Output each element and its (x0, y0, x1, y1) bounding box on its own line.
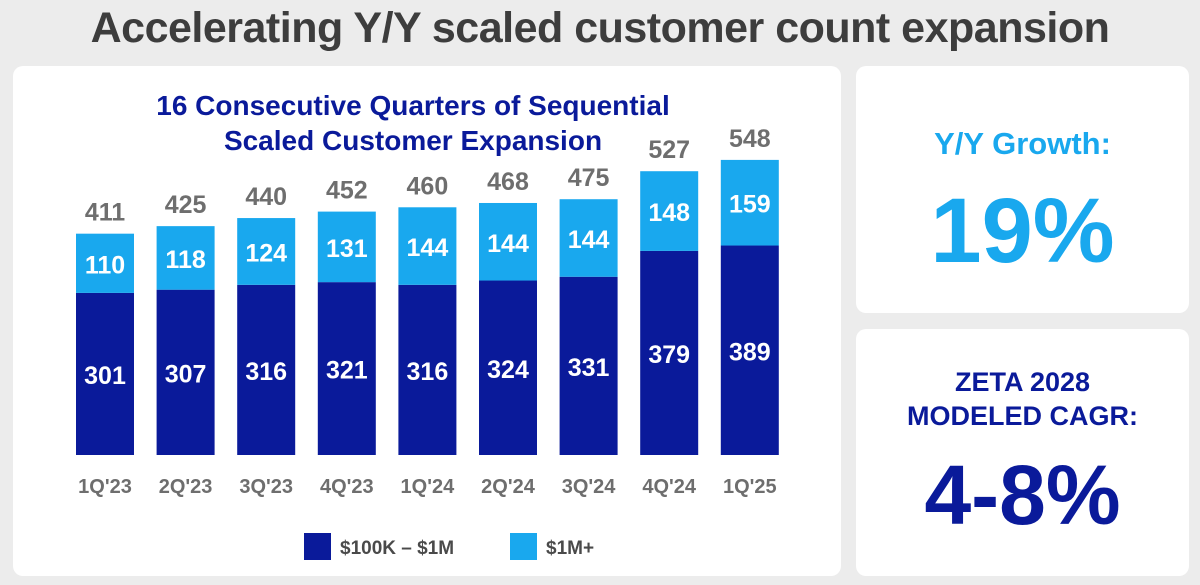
x-tick-label: 1Q'25 (723, 476, 777, 498)
x-tick-label: 3Q'23 (239, 476, 293, 498)
total-label: 411 (85, 199, 125, 227)
cagr-panel: ZETA 2028 MODELED CAGR: 4-8% (856, 329, 1189, 576)
bar-segment-100k-1m (317, 282, 376, 455)
bar-segment-1m-plus (156, 226, 215, 290)
legend-label-100k-1m: $100K – $1M (340, 538, 454, 559)
bar-segment-1m-plus (479, 202, 537, 281)
x-tick-label: 1Q'23 (78, 476, 132, 498)
data-label-100k-1m: 316 (407, 358, 449, 386)
bar-segment-100k-1m (398, 284, 457, 455)
x-tick-label: 4Q'23 (320, 476, 374, 498)
bar-segment-1m-plus (76, 233, 134, 293)
yy-growth-panel: Y/Y Growth: 19% (856, 66, 1189, 313)
data-label-100k-1m: 307 (165, 360, 207, 388)
bar-segment-1m-plus (317, 211, 376, 283)
yy-growth-label: Y/Y Growth: (934, 126, 1111, 161)
chart-title: 16 Consecutive Quarters of Sequential Sc… (13, 88, 813, 158)
data-label-100k-1m: 331 (568, 354, 610, 382)
data-label-1m-plus: 144 (568, 226, 610, 254)
x-tick-label: 2Q'23 (159, 476, 213, 498)
data-label-1m-plus: 110 (85, 251, 125, 279)
data-label-100k-1m: 379 (648, 341, 690, 369)
cagr-label: ZETA 2028 MODELED CAGR: (856, 365, 1189, 433)
data-label-1m-plus: 131 (326, 235, 368, 263)
data-label-1m-plus: 144 (487, 230, 529, 258)
total-label: 425 (165, 191, 207, 219)
data-label-100k-1m: 316 (245, 358, 287, 386)
data-label-100k-1m: 301 (84, 362, 126, 390)
data-label-1m-plus: 144 (407, 234, 449, 262)
bar-segment-1m-plus (398, 207, 457, 285)
bar-segment-100k-1m (479, 280, 537, 455)
page-title: Accelerating Y/Y scaled customer count e… (90, 4, 1110, 52)
bar-segment-1m-plus (237, 218, 296, 285)
x-tick-label: 4Q'24 (642, 476, 697, 498)
total-label: 527 (648, 136, 690, 164)
x-tick-label: 3Q'24 (562, 476, 617, 498)
chart-panel: 16 Consecutive Quarters of Sequential Sc… (13, 66, 841, 576)
data-label-1m-plus: 124 (245, 239, 287, 267)
bar-segment-1m-plus (559, 199, 618, 277)
data-label-100k-1m: 321 (326, 357, 368, 385)
legend-swatch-1m-plus (510, 533, 537, 560)
stacked-bar-chart: 301 110 411 1Q'23 307 118 425 2Q'23 316 124 440 3Q'… (76, 125, 779, 560)
bar-segment-100k-1m (237, 284, 296, 455)
yy-growth-value: 19% (930, 180, 1115, 282)
bar-segment-100k-1m (720, 245, 779, 455)
data-label-100k-1m: 324 (487, 356, 529, 384)
legend-label-1m-plus: $1M+ (546, 538, 594, 559)
bar-segment-1m-plus (640, 171, 699, 251)
total-label: 452 (326, 177, 368, 205)
total-label: 440 (245, 183, 287, 211)
chart-title-line-2: Scaled Customer Expansion (223, 125, 603, 156)
cagr-label-line-2: MODELED CAGR: (907, 401, 1138, 431)
total-label: 468 (487, 168, 529, 196)
data-label-1m-plus: 148 (648, 199, 690, 227)
total-label: 548 (729, 125, 771, 153)
cagr-label-line-1: ZETA 2028 (954, 367, 1091, 397)
cagr-value: 4-8% (924, 448, 1121, 542)
bar-segment-100k-1m (640, 250, 699, 455)
x-tick-label: 1Q'24 (401, 476, 456, 498)
bar-segment-100k-1m (559, 276, 618, 455)
bar-segment-100k-1m (156, 289, 215, 455)
bar-segment-1m-plus (720, 159, 779, 246)
data-label-1m-plus: 118 (165, 246, 205, 274)
x-tick-label: 2Q'24 (481, 476, 536, 498)
bar-segment-100k-1m (76, 292, 134, 455)
legend-swatch-100k-1m (304, 533, 331, 560)
total-label: 460 (407, 172, 449, 200)
data-label-100k-1m: 389 (729, 338, 771, 366)
total-label: 475 (568, 164, 610, 192)
chart-title-line-1: 16 Consecutive Quarters of Sequential (156, 90, 670, 121)
data-label-1m-plus: 159 (729, 191, 771, 219)
